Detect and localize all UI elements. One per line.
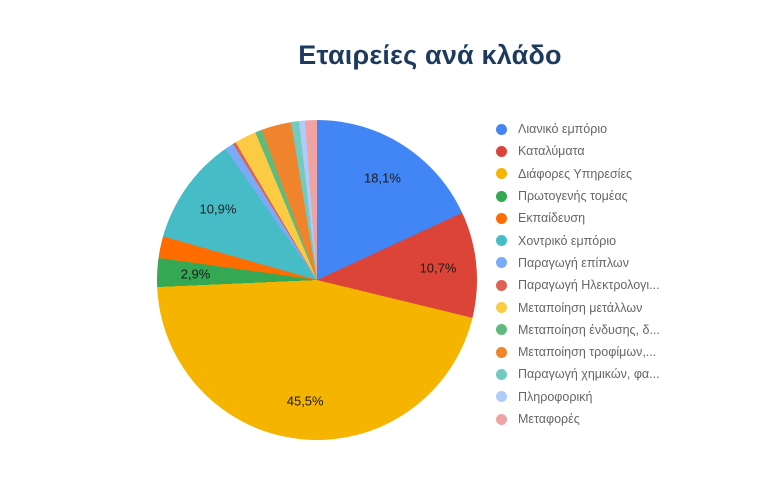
legend-item: Διάφορες Υπηρεσίες [496, 163, 660, 185]
legend-item: Μεταφορές [496, 408, 660, 430]
legend-dot-icon [496, 302, 507, 314]
legend-label: Μεταποίηση ένδυσης, δ... [518, 322, 660, 337]
legend-dot-icon [496, 145, 507, 157]
legend-dot-icon [496, 123, 507, 135]
legend-label: Διάφορες Υπηρεσίες [518, 166, 633, 181]
legend-dot-icon [496, 235, 507, 247]
legend-dot-icon [496, 346, 507, 358]
legend-item: Εκπαίδευση [496, 207, 660, 229]
legend-label: Πληροφορική [518, 389, 593, 404]
legend-label: Χοντρικό εμπόριο [518, 233, 617, 248]
pie-chart-area: 18,1% 10,7% 45,5% 2,9% 10,9% [157, 120, 477, 440]
chart-legend: Λιανικό εμπόριο Καταλύματα Διάφορες Υπηρεσ… [496, 118, 660, 430]
legend-label: Παραγωγή επίπλων [518, 255, 629, 270]
legend-dot-icon [496, 391, 507, 403]
legend-dot-icon [496, 257, 507, 269]
legend-label: Παραγωγή Ηλεκτρολογι... [518, 278, 660, 293]
legend-dot-icon [496, 168, 507, 180]
legend-label: Λιανικό εμπόριο [518, 122, 608, 137]
legend-dot-icon [496, 413, 507, 425]
legend-label: Μεταποίηση τροφίμων,... [518, 345, 657, 360]
legend-label: Μεταποίηση μετάλλων [518, 300, 643, 315]
legend-label: Παραγωγή χημικών, φα... [518, 367, 660, 382]
legend-item: Καταλύματα [496, 140, 660, 162]
legend-item: Μεταποίηση μετάλλων [496, 296, 660, 318]
legend-item: Παραγωγή επίπλων [496, 252, 660, 274]
legend-item: Μεταποίηση ένδυσης, δ... [496, 319, 660, 341]
legend-item: Παραγωγή Ηλεκτρολογι... [496, 274, 660, 296]
legend-label: Εκπαίδευση [518, 211, 586, 226]
legend-label: Μεταφορές [518, 412, 580, 426]
legend-dot-icon [496, 190, 507, 202]
pie-chart[interactable] [157, 120, 477, 440]
legend-dot-icon [496, 324, 507, 336]
legend-label: Πρωτογενής τομέας [518, 189, 628, 204]
legend-dot-icon [496, 212, 507, 224]
legend-item: Παραγωγή χημικών, φα... [496, 363, 660, 385]
legend-item: Λιανικό εμπόριο [496, 118, 660, 140]
legend-item: Πληροφορική [496, 386, 660, 408]
legend-item: Πρωτογενής τομέας [496, 185, 660, 207]
legend-label: Καταλύματα [518, 144, 585, 159]
legend-dot-icon [496, 279, 507, 291]
legend-item: Μεταποίηση τροφίμων,... [496, 341, 660, 363]
chart-title: Εταιρείες ανά κλάδο [298, 40, 562, 70]
legend-dot-icon [496, 368, 507, 380]
legend-item: Χοντρικό εμπόριο [496, 229, 660, 251]
